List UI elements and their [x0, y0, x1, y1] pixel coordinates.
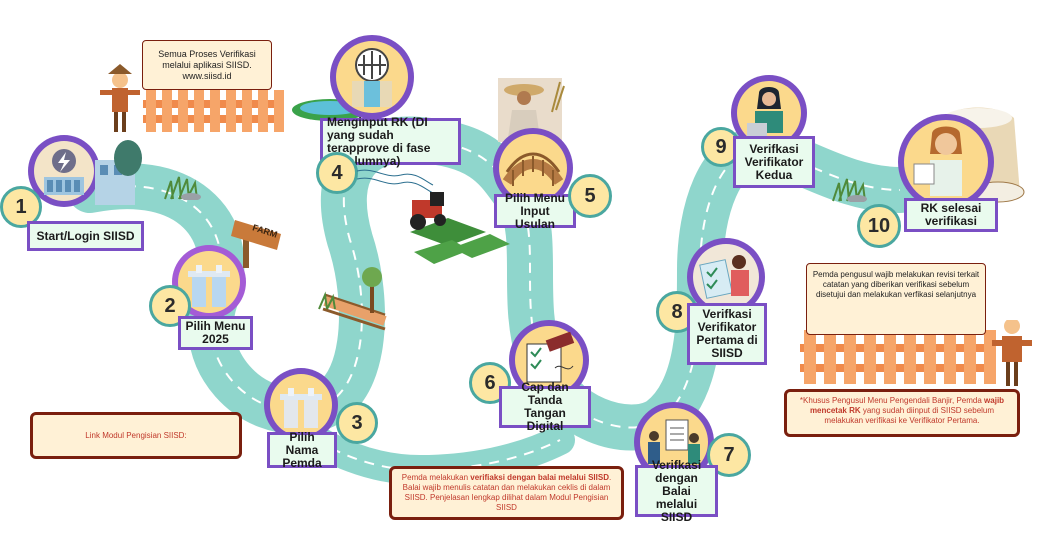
step-3-number-text: 3: [351, 411, 363, 434]
link-modul-box: Link Modul Pengisian SIISD:: [30, 412, 242, 459]
step-6-label: Cap dan Tanda Tangan Digital: [499, 381, 591, 433]
step-5-number-text: 5: [584, 184, 596, 207]
step-10-label: RK selesai verifikasi: [904, 198, 998, 232]
step-9-number-text: 9: [715, 135, 727, 158]
step-10-number: 10: [857, 204, 901, 248]
revisi-note-text: Pemda pengusul wajib melakukan revisi te…: [812, 270, 980, 299]
checklist-icon: [699, 255, 749, 299]
grass-icon: [164, 176, 201, 200]
step-2-label-text: Pilih Menu 2025: [185, 319, 246, 346]
bridge-icon: [503, 152, 563, 186]
balai-note-pre: Pemda melakukan: [401, 473, 471, 482]
step-7-label-text: Verifkasi dengan Balai melalui SIISD: [651, 457, 702, 524]
step-4-number: 4: [316, 152, 358, 194]
khusus-note-post: yang sudah diinput di SIISD sebelum mela…: [824, 406, 995, 425]
step-10-illustration: [898, 114, 994, 210]
tractor-icon: [410, 192, 510, 264]
step-2-number-text: 2: [164, 294, 176, 317]
step-9-label: Verifkasi Verifikator Kedua: [733, 136, 815, 188]
step-5-number: 5: [568, 174, 612, 218]
scarecrow-icon: [100, 64, 284, 132]
revisi-note: Pemda pengusul wajib melakukan revisi te…: [806, 263, 986, 335]
sluice-gate-icon: [352, 48, 392, 107]
step-8-label: Verifkasi Verifikator Pertama di SIISD: [687, 303, 767, 365]
laptop-icon: [747, 87, 783, 137]
step-6-label-text: Cap dan Tanda Tangan Digital: [521, 380, 569, 433]
step-3-number: 3: [336, 402, 378, 444]
river-icon: [356, 169, 434, 194]
farmer-woman-icon: [913, 126, 962, 196]
step-1-number-text: 1: [15, 195, 27, 218]
step-5-label-text: Pilih Menu Input Usulan: [505, 190, 565, 231]
khusus-note-pre: *Khusus Pengusul Menu Pengendali Banjir,…: [799, 396, 985, 405]
balai-note-post: . Balai wajib menulis catatan dan melaku…: [402, 473, 612, 512]
scarecrow-icon: [800, 320, 1032, 386]
step-1-number: 1: [0, 186, 42, 228]
step-1-label: Start/Login SIISD: [27, 221, 144, 251]
khusus-note-bold: wajib mencetak RK: [809, 396, 1005, 415]
step-10-number-text: 10: [867, 214, 891, 237]
top-sign: Semua Proses Verifikasi melalui aplikasi…: [142, 40, 272, 90]
top-sign-text: Semua Proses Verifikasi melalui aplikasi…: [158, 49, 256, 81]
factory-icon: [95, 140, 142, 205]
step-6-number-text: 6: [484, 371, 496, 394]
step-3-label-text: Pilih Nama Pemda: [282, 429, 322, 470]
khusus-note: *Khusus Pengusul Menu Pengendali Banjir,…: [784, 389, 1020, 437]
step-2-label: Pilih Menu 2025: [178, 316, 253, 350]
step-8-label-text: Verifkasi Verifikator Pertama di SIISD: [696, 307, 758, 360]
step-3-illustration: [264, 368, 338, 442]
balai-note: Pemda melakukan verifiaksi dengan balai …: [389, 466, 624, 520]
meeting-icon: [648, 419, 700, 464]
link-modul-text: Link Modul Pengisian SIISD:: [85, 430, 187, 440]
balai-note-bold: verifiaksi dengan balai melalui SIISD: [470, 473, 609, 482]
farm-signpost-icon: [231, 220, 281, 268]
lightning-icon: [44, 149, 84, 195]
sluice-tank-icon: [188, 265, 230, 307]
step-1-illustration: [28, 135, 100, 207]
grass-icon: [832, 178, 867, 202]
step-4-number-text: 4: [331, 161, 343, 184]
sluice-tank-icon: [280, 388, 322, 428]
tree-icon: [318, 267, 387, 331]
step-8-number-text: 8: [671, 300, 683, 323]
stamp-icon: [526, 332, 575, 383]
step-10-label-text: RK selesai verifikasi: [920, 201, 982, 228]
step-9-label-text: Verifkasi Verifikator Kedua: [744, 141, 804, 182]
step-1-label-text: Start/Login SIISD: [36, 228, 135, 243]
step-4-illustration: [330, 35, 414, 119]
step-4-label-text: Menginput RK (DI yang sudah terapprove d…: [327, 114, 431, 168]
step-7-label: Verifkasi dengan Balai melalui SIISD: [635, 458, 718, 523]
step-7-number-text: 7: [723, 443, 735, 466]
step-3-label: Pilih Nama Pemda: [267, 429, 337, 470]
step-5-label: Pilih Menu Input Usulan: [494, 190, 576, 231]
